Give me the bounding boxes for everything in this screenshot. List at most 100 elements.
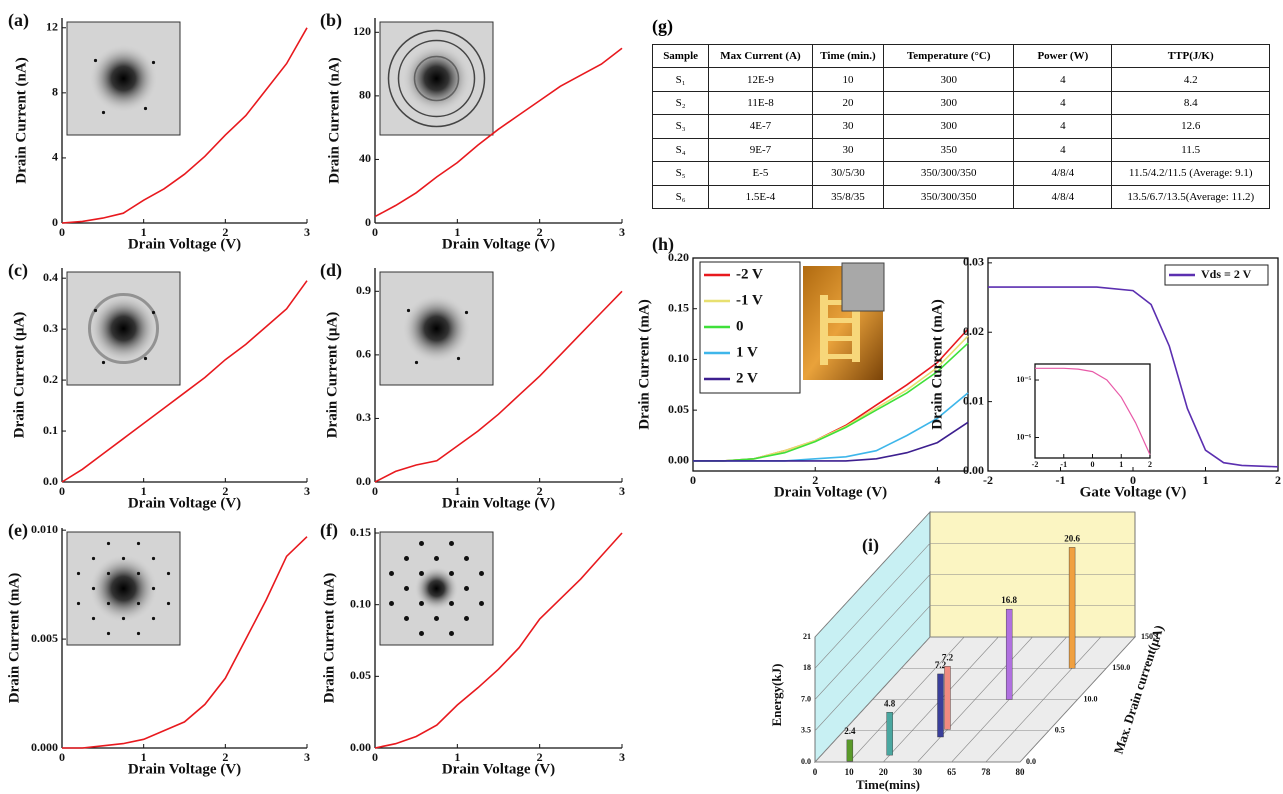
y-tick-label: 0.03 bbox=[963, 255, 984, 269]
x-tick-label: -2 bbox=[1032, 460, 1039, 469]
data-line bbox=[374, 290, 623, 483]
y-tick-label: 0.15 bbox=[668, 300, 689, 314]
spot bbox=[449, 601, 454, 606]
spot bbox=[434, 556, 439, 561]
table-cell: 300 bbox=[883, 90, 1015, 116]
spot bbox=[389, 601, 394, 606]
y-tick-label: 0.10 bbox=[668, 351, 689, 365]
grid-line bbox=[814, 511, 1135, 638]
y-tick-label: 0.00 bbox=[350, 740, 371, 754]
table-cell: 4/8/4 bbox=[1013, 161, 1113, 186]
x-tick-label: 0 bbox=[1091, 460, 1095, 469]
y-tick-label: 0.05 bbox=[668, 402, 689, 416]
spot bbox=[136, 571, 141, 576]
y-tick-label: 21 bbox=[803, 632, 811, 641]
ring bbox=[387, 29, 486, 128]
x-tick-label: 4 bbox=[934, 473, 940, 487]
spot bbox=[464, 556, 469, 561]
x-tick-label: 2 bbox=[222, 484, 228, 498]
data-line bbox=[374, 47, 623, 218]
table-row: S₄ 9E-7 30 350 4 11.5 bbox=[651, 137, 1270, 163]
x-tick-label: 3 bbox=[304, 750, 310, 764]
table-cell: 4 bbox=[1013, 137, 1113, 163]
table-cell: S₄ bbox=[651, 137, 710, 163]
table-cell: Sample bbox=[651, 43, 710, 69]
data-line bbox=[1035, 367, 1151, 456]
table-cell: 350 bbox=[883, 137, 1015, 163]
legend-label: 0 bbox=[736, 318, 744, 334]
x-tick-label: 1 bbox=[1203, 473, 1209, 487]
x-tick-label: 0 bbox=[59, 484, 65, 498]
legend-box bbox=[1164, 264, 1269, 286]
x-axis-label: Gate Voltage (V) bbox=[1080, 484, 1187, 500]
table-cell: 30/5/30 bbox=[811, 161, 885, 186]
y-tick-label: 0.0 bbox=[43, 474, 58, 488]
grid-line bbox=[814, 636, 1135, 763]
y-tick-label: 0.0 bbox=[801, 757, 811, 766]
bar-label: 2.4 bbox=[844, 726, 856, 736]
spot bbox=[151, 556, 156, 561]
table-row: S₆ 1.5E-4 35/8/35 350/300/350 4/8/4 13.5/6.7/… bbox=[651, 184, 1270, 210]
x-tick-label: 3 bbox=[304, 225, 310, 239]
y-tick-label: 80 bbox=[359, 88, 371, 102]
ring bbox=[397, 39, 476, 118]
spot bbox=[434, 616, 439, 621]
spot bbox=[166, 571, 171, 576]
diffraction-inset bbox=[66, 21, 181, 136]
y-tick-label: 3.5 bbox=[801, 726, 811, 735]
x-axis-label: Drain Voltage (V) bbox=[442, 236, 555, 252]
y-tick-label: 0.9 bbox=[356, 283, 371, 297]
x-axis-label: Drain Voltage (V) bbox=[128, 236, 241, 252]
spot bbox=[106, 601, 111, 606]
diffraction-inset bbox=[66, 531, 181, 646]
table-cell: 12E-9 bbox=[708, 67, 813, 92]
z-tick-label: 150.1 bbox=[1141, 632, 1159, 641]
x-tick-label: 3 bbox=[619, 750, 625, 764]
data-line bbox=[61, 27, 308, 224]
bar bbox=[886, 712, 893, 756]
spot bbox=[106, 541, 111, 546]
table-cell: Max Current (A) bbox=[708, 43, 813, 69]
table-cell: 4.2 bbox=[1111, 67, 1270, 92]
bar-label: 20.6 bbox=[1064, 533, 1080, 543]
y-tick-label: 0 bbox=[52, 215, 58, 229]
x-tick-label: -1 bbox=[1056, 473, 1066, 487]
spot bbox=[151, 586, 156, 591]
x-axis-label: Drain Voltage (V) bbox=[442, 761, 555, 777]
spot bbox=[101, 360, 106, 365]
table-row: S₂ 11E-8 20 300 4 8.4 bbox=[651, 90, 1270, 116]
panel-label: (b) bbox=[320, 10, 342, 31]
spot bbox=[464, 616, 469, 621]
x-tick-label: 1 bbox=[454, 225, 460, 239]
spot bbox=[419, 541, 424, 546]
table-cell: 350/300/350 bbox=[883, 161, 1015, 186]
spot bbox=[166, 601, 171, 606]
y-axis-label: Energy(kJ) bbox=[769, 664, 784, 727]
x-tick-label: 0 bbox=[372, 484, 378, 498]
x-tick-label: -1 bbox=[1060, 460, 1067, 469]
table-cell: Temperature (°C) bbox=[883, 43, 1015, 69]
x-tick-label: 3 bbox=[304, 484, 310, 498]
table-cell: 12.6 bbox=[1111, 114, 1270, 139]
y-tick-label: 0.02 bbox=[963, 324, 984, 338]
x-tick-label: 80 bbox=[1016, 767, 1026, 777]
legend-label: -2 V bbox=[736, 266, 763, 282]
halo bbox=[402, 294, 471, 363]
spot bbox=[449, 631, 454, 636]
spot bbox=[404, 556, 409, 561]
table-row: S₅ E-5 30/5/30 350/300/350 4/8/4 11.5/4.2/11.… bbox=[651, 161, 1270, 186]
spot bbox=[91, 586, 96, 591]
table-cell: 30 bbox=[811, 114, 885, 139]
x-tick-label: 0 bbox=[372, 750, 378, 764]
spot bbox=[419, 631, 424, 636]
table-cell: Power (W) bbox=[1013, 43, 1113, 69]
y-axis-label: Drain Current (nA) bbox=[13, 57, 29, 183]
spot bbox=[414, 360, 419, 365]
panel-label: (h) bbox=[652, 234, 674, 255]
spot bbox=[76, 601, 81, 606]
spot bbox=[91, 556, 96, 561]
x-axis-label: Time(mins) bbox=[856, 777, 920, 792]
x-tick-label: -2 bbox=[983, 473, 993, 487]
diffraction-inset bbox=[379, 271, 494, 386]
